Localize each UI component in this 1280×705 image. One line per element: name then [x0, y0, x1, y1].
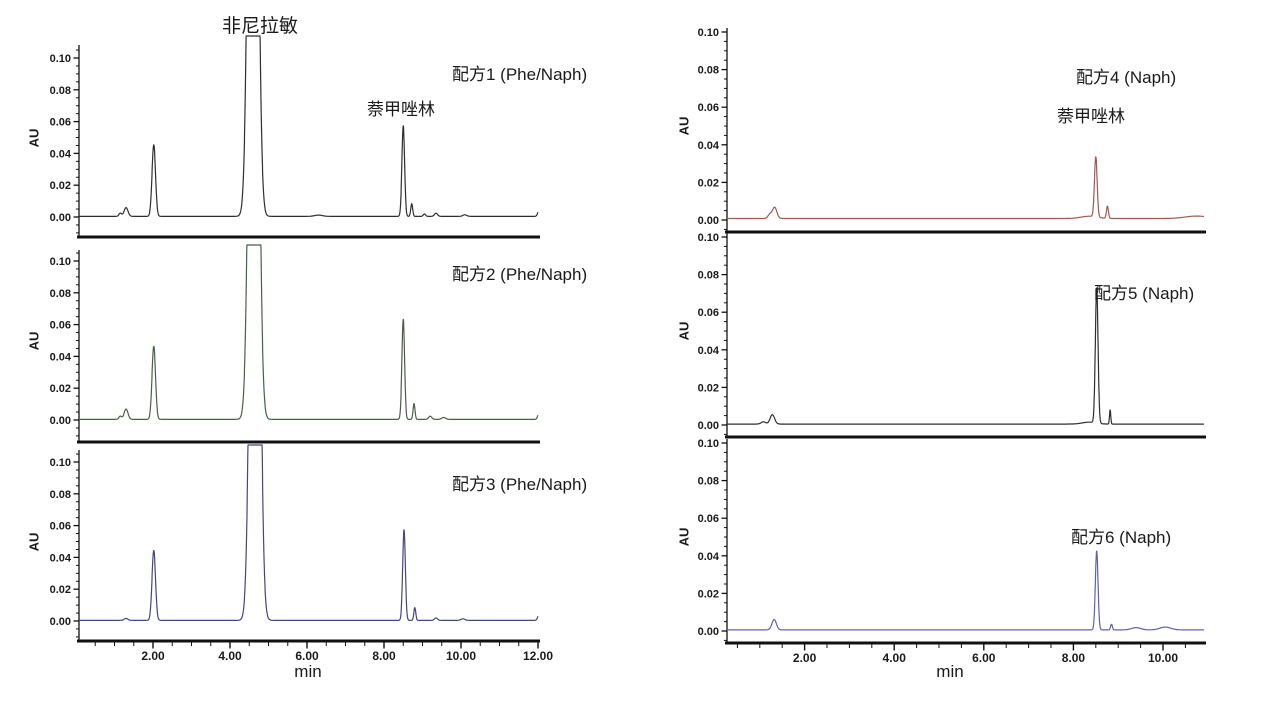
svg-text:0.08: 0.08 [50, 85, 71, 97]
svg-text:0.04: 0.04 [50, 148, 72, 160]
y-axis-label-5: AU [676, 321, 692, 341]
svg-text:2.00: 2.00 [141, 649, 165, 663]
svg-text:0.02: 0.02 [50, 180, 71, 192]
chromatogram-formulation-3: 0.00 0.02 0.04 0.06 0.08 0.10 2.00 4.00 6.00 8.00… [50, 444, 553, 663]
svg-text:0.02: 0.02 [50, 383, 71, 395]
svg-text:0.08: 0.08 [50, 288, 71, 300]
plot-title-formulation-5: 配方5 (Naph) [1094, 284, 1195, 303]
svg-text:0.04: 0.04 [698, 551, 720, 563]
svg-text:0.08: 0.08 [698, 65, 719, 77]
trace-formulation-3 [78, 444, 539, 622]
svg-text:4.00: 4.00 [883, 651, 907, 665]
x-axis-label-right: min [936, 662, 964, 681]
svg-text:0.08: 0.08 [698, 270, 719, 282]
svg-text:0.08: 0.08 [698, 476, 719, 488]
trace-formulation-6 [726, 550, 1205, 631]
svg-text:0.02: 0.02 [698, 588, 719, 600]
svg-text:0.10: 0.10 [50, 457, 71, 469]
plot-title-formulation-3: 配方3 (Phe/Naph) [452, 475, 588, 494]
chromatogram-formulation-1: 0.00 0.02 0.04 0.06 0.08 0.10 [50, 35, 540, 239]
trace-formulation-4 [726, 156, 1205, 220]
svg-text:6.00: 6.00 [972, 651, 996, 665]
trace-formulation-2 [78, 244, 539, 420]
svg-text:0.06: 0.06 [698, 307, 719, 319]
svg-text:0.02: 0.02 [698, 177, 719, 189]
svg-text:0.08: 0.08 [50, 489, 71, 501]
peak-label-naphazoline-right: 萘甲唑林 [1057, 107, 1125, 126]
svg-text:12.00: 12.00 [523, 649, 553, 663]
svg-text:0.10: 0.10 [50, 53, 71, 65]
svg-text:0.02: 0.02 [698, 382, 719, 394]
svg-text:8.00: 8.00 [372, 649, 396, 663]
svg-text:0.04: 0.04 [50, 351, 72, 363]
svg-text:0.04: 0.04 [698, 140, 720, 152]
svg-text:0.00: 0.00 [698, 215, 719, 227]
y-axis-label-6: AU [676, 527, 692, 547]
svg-text:10.00: 10.00 [1148, 651, 1178, 665]
svg-text:0.00: 0.00 [698, 626, 719, 638]
svg-text:0.06: 0.06 [50, 320, 71, 332]
svg-text:0.10: 0.10 [50, 256, 71, 268]
x-axis-label-left: min [294, 662, 322, 681]
svg-text:10.00: 10.00 [446, 649, 476, 663]
chromatogram-formulation-5: 0.00 0.02 0.04 0.06 0.08 0.10 [698, 232, 1206, 439]
svg-text:0.02: 0.02 [50, 584, 71, 596]
svg-text:0.10: 0.10 [698, 232, 719, 244]
plot-title-formulation-1: 配方1 (Phe/Naph) [452, 65, 588, 84]
svg-text:0.06: 0.06 [50, 117, 71, 129]
y-axis-label-2: AU [26, 331, 42, 351]
chromatogram-formulation-6: 0.00 0.02 0.04 0.06 0.08 0.10 2.00 4.00 6.00 8.00… [698, 438, 1206, 665]
svg-text:0.10: 0.10 [698, 438, 719, 450]
y-axis-label-1: AU [26, 128, 42, 148]
trace-formulation-1 [78, 35, 539, 217]
y-axis-label-4: AU [676, 116, 692, 136]
svg-text:0.04: 0.04 [50, 552, 72, 564]
svg-text:8.00: 8.00 [1062, 651, 1086, 665]
svg-text:0.06: 0.06 [698, 513, 719, 525]
svg-text:6.00: 6.00 [295, 649, 319, 663]
svg-text:4.00: 4.00 [218, 649, 242, 663]
plot-title-formulation-4: 配方4 (Naph) [1076, 68, 1177, 87]
trace-formulation-5 [726, 287, 1205, 425]
svg-text:0.06: 0.06 [698, 102, 719, 114]
y-axis-label-3: AU [26, 532, 42, 552]
svg-text:0.06: 0.06 [50, 521, 71, 533]
chromatogram-formulation-4: 0.00 0.02 0.04 0.06 0.08 0.10 [698, 27, 1206, 234]
svg-text:0.00: 0.00 [50, 616, 71, 628]
svg-text:0.10: 0.10 [698, 27, 719, 39]
svg-text:0.04: 0.04 [698, 345, 720, 357]
plot-title-formulation-6: 配方6 (Naph) [1071, 528, 1172, 547]
peak-label-naphazoline-left: 萘甲唑林 [367, 100, 435, 119]
peak-label-pheniramine: 非尼拉敏 [222, 16, 299, 37]
chromatogram-formulation-2: 0.00 0.02 0.04 0.06 0.08 0.10 [50, 244, 540, 444]
svg-text:2.00: 2.00 [793, 651, 817, 665]
svg-text:0.00: 0.00 [50, 212, 71, 224]
svg-text:0.00: 0.00 [50, 415, 71, 427]
svg-text:0.00: 0.00 [698, 420, 719, 432]
plot-title-formulation-2: 配方2 (Phe/Naph) [452, 265, 588, 284]
